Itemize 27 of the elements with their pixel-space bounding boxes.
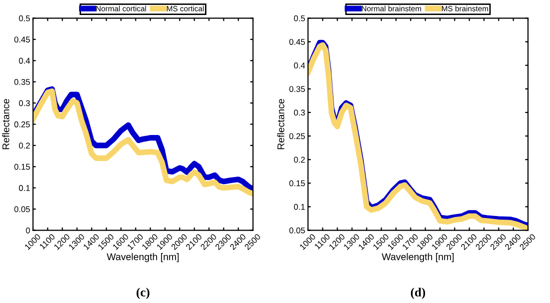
y-tick-label: 0.25: [14, 121, 30, 128]
y-tick-label: 0.05: [289, 227, 305, 234]
x-axis-title: Wavelength [nm]: [382, 253, 454, 262]
y-tick-label: 0.15: [289, 180, 305, 186]
text: (d): [410, 288, 426, 300]
y-tick-label: 0.4: [294, 62, 305, 68]
y-tick-label: 0.05: [14, 206, 30, 212]
y-tick-label: 0: [26, 227, 30, 234]
y-tick-label: 0.1: [18, 185, 30, 191]
y-tick-label: 0.1: [294, 204, 305, 210]
y-tick-label: 0.35: [289, 86, 305, 92]
y-tick-label: 0.2: [294, 156, 305, 163]
y-tick-label: 0.4: [18, 58, 30, 64]
x-axis-title: Wavelength [nm]: [106, 253, 179, 262]
y-tick-label: 0.5: [294, 15, 305, 22]
y-axis-title: Reflectance: [2, 98, 10, 150]
y-tick-label: 0.3: [18, 100, 30, 106]
y-tick-label: 0.45: [289, 38, 305, 45]
y-tick-label: 0.45: [14, 36, 30, 42]
y-axis-title: Reflectance: [277, 98, 284, 150]
y-tick-label: 0.15: [14, 164, 30, 170]
y-tick-label: 0.2: [18, 142, 30, 149]
text: (c): [136, 288, 150, 300]
y-tick-label: 0.35: [14, 79, 30, 85]
y-tick-label: 0.3: [294, 110, 305, 116]
y-tick-label: 0.25: [289, 133, 305, 140]
y-tick-label: 0.5: [18, 15, 30, 22]
